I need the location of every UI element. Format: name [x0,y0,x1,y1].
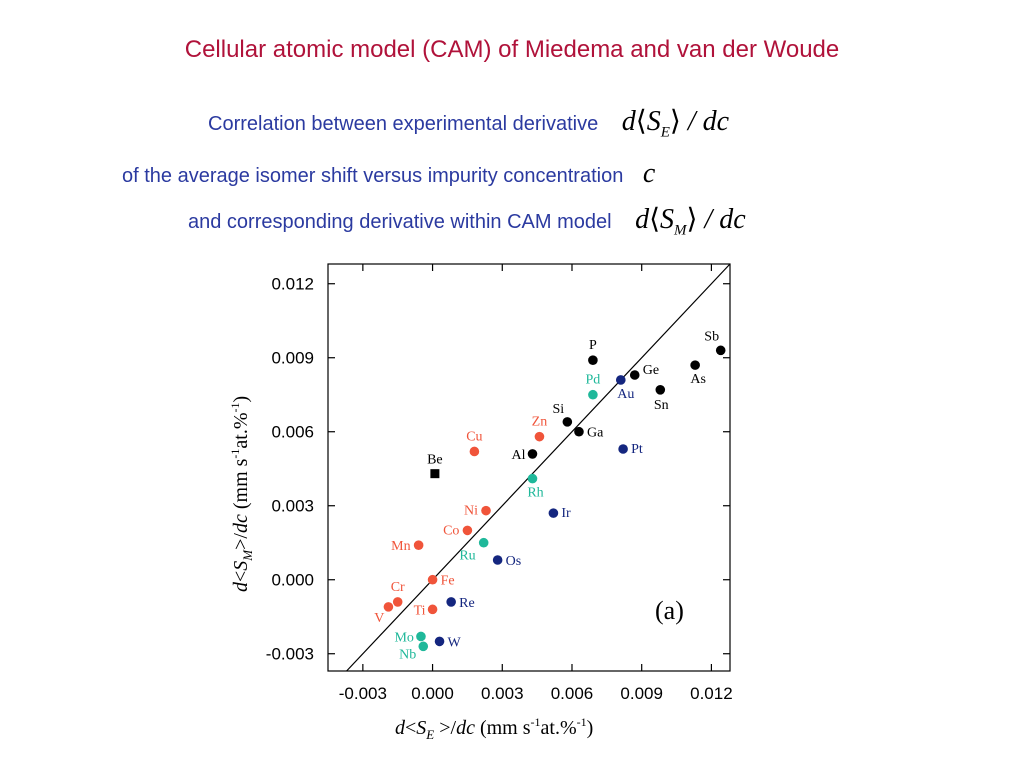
subtitle-line-3: and corresponding derivative within CAM … [188,202,746,240]
point-label-ru: Ru [459,549,475,564]
point-label-si: Si [552,402,564,417]
point-fe [427,574,438,585]
point-label-ir: Ir [561,506,571,521]
subtitle-line-2-text: of the average isomer shift versus impur… [122,165,624,187]
point-pt [618,444,628,454]
point-ga [574,426,584,437]
point-label-au: Au [617,387,634,402]
subtitle-line-1: Correlation between experimental derivat… [208,104,729,142]
point-label-co: Co [443,523,459,538]
point-label-fe: Fe [441,574,455,589]
point-label-w: W [448,635,462,650]
data-points: Be Cu Zn Ni Co Mn Fe Cr V Ti Pd Rh Ru Mo Nb Au Pt Ir Os Re W… [374,329,726,662]
point-label-pt: Pt [631,442,643,457]
formula-dSE-dc: d⟨SE⟩ / dc [621,106,730,141]
point-label-ga: Ga [587,426,604,441]
point-ge [629,370,640,380]
point-sn [655,385,666,395]
point-label-v: V [374,611,384,626]
symbol-c: c [642,158,656,189]
x-tick-label: 0.006 [551,684,594,703]
panel-label: (a) [655,596,684,625]
point-al [527,449,538,459]
point-ti [427,604,438,615]
point-ir [548,508,559,518]
point-label-al: Al [511,448,525,463]
point-au [615,375,626,385]
point-label-zn: Zn [532,415,548,430]
x-tick-label: 0.012 [690,684,733,703]
point-label-mn: Mn [391,539,410,554]
reference-line-y-equals-x [346,263,731,672]
axis-ticks: -0.003 0.000 0.003 0.006 0.009 0.012 -0.003 0.0… [266,264,733,703]
point-label-sn: Sn [654,398,669,413]
point-label-ni: Ni [464,504,478,519]
point-mo [416,631,426,642]
y-tick-label: 0.000 [271,571,314,590]
point-w [434,636,445,647]
point-label-cr: Cr [391,580,405,595]
subtitle-line-1-text: Correlation between experimental derivat… [208,113,599,135]
y-tick-label: 0.009 [271,349,314,368]
y-tick-label: -0.003 [266,645,314,664]
point-co [462,525,473,536]
point-ni [481,505,491,516]
y-tick-label: 0.012 [271,275,314,294]
point-be [430,469,440,479]
point-label-nb: Nb [399,647,416,662]
point-label-sb: Sb [704,329,719,344]
x-tick-label: 0.000 [411,684,454,703]
point-as [690,360,700,370]
formula-dSM-dc: d⟨SM⟩ / dc [635,204,746,239]
y-tick-label: 0.003 [271,497,314,516]
point-zn [534,431,545,442]
point-sb [715,345,726,356]
point-mn [413,540,424,550]
x-axis-title: d<SE >/dc (mm s-1at.%-1) [395,715,593,742]
point-label-rh: Rh [527,486,543,501]
point-nb [418,641,429,652]
subtitle-line-2: of the average isomer shift versus impur… [122,158,655,190]
point-v [383,602,394,612]
point-label-be: Be [427,453,443,468]
point-label-os: Os [506,554,522,569]
y-tick-label: 0.006 [271,423,314,442]
point-label-cu: Cu [466,429,482,444]
point-re [446,597,456,607]
point-label-ti: Ti [414,603,426,618]
subtitle-line-3-text: and corresponding derivative within CAM … [188,211,612,233]
point-ru [478,537,489,548]
point-label-mo: Mo [394,630,413,645]
slide-title: Cellular atomic model (CAM) of Miedema a… [184,36,840,63]
point-p [588,355,598,366]
x-tick-label: -0.003 [339,684,387,703]
point-label-ge: Ge [643,363,659,378]
x-tick-label: 0.003 [481,684,524,703]
point-pd [588,389,598,400]
point-label-p: P [589,338,597,353]
point-cr [392,597,403,607]
point-label-pd: Pd [586,373,601,388]
y-axis-title: d<SM>/dc (mm s-1at.%-1) [228,396,255,592]
point-rh [527,473,538,484]
point-cu [469,446,480,457]
point-si [562,417,573,427]
plot-frame [327,263,731,672]
point-label-re: Re [459,596,475,611]
x-tick-label: 0.009 [620,684,663,703]
point-label-as: As [690,372,706,387]
point-os [492,555,503,565]
